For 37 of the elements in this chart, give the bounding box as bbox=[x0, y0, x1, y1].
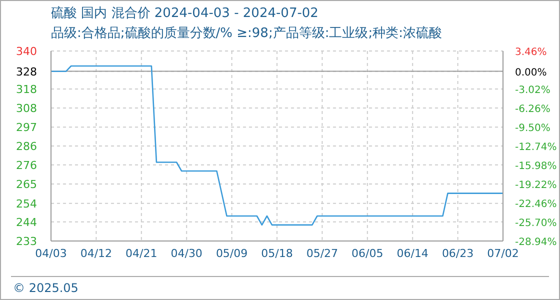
y2-tick-label: -19.22% bbox=[515, 180, 557, 191]
text: © 2025.05 bbox=[13, 281, 78, 295]
x-tick-label: 04/21 bbox=[126, 246, 158, 260]
y2-tick-label: -15.98% bbox=[515, 161, 557, 172]
y-tick-label: 328 bbox=[16, 65, 37, 78]
x-tick-label: 05/09 bbox=[216, 246, 248, 260]
x-tick-label: 05/18 bbox=[261, 246, 293, 260]
y-tick-label: 318 bbox=[16, 83, 37, 96]
y2-tick-label: -12.74% bbox=[515, 142, 557, 153]
y-tick-label: 340 bbox=[16, 45, 37, 58]
y-tick-label: 265 bbox=[16, 178, 37, 192]
x-tick-label: 06/05 bbox=[352, 246, 384, 260]
y2-tick-label: -6.26% bbox=[515, 104, 550, 115]
x-tick-label: 05/27 bbox=[306, 246, 338, 260]
x-tick-label: 06/14 bbox=[396, 246, 428, 260]
y2-tick-label: -3.02% bbox=[515, 85, 550, 96]
y-tick-label: 297 bbox=[16, 121, 37, 134]
x-tick-label: 06/23 bbox=[442, 246, 474, 260]
x-tick-label: 04/12 bbox=[80, 246, 112, 260]
y2-tick-label: -28.94% bbox=[515, 237, 557, 248]
line-series bbox=[51, 65, 503, 226]
y-tick-label: 233 bbox=[16, 235, 37, 248]
y-tick-label: 308 bbox=[16, 102, 37, 115]
chart-title: 硫酸 国内 混合价 2024-04-03 - 2024-07-02 bbox=[51, 5, 318, 22]
chart-subtitle: 品级:合格品;硫酸的质量分数/% ≥:98;产品等级:工业级;种类:浓硫酸 bbox=[51, 25, 442, 42]
y2-tick-label: -25.70% bbox=[515, 218, 557, 229]
y-tick-label: 244 bbox=[16, 216, 37, 229]
y2-tick-label: 3.46% bbox=[515, 47, 547, 58]
y-tick-label: 254 bbox=[16, 197, 37, 210]
y2-tick-label: -9.50% bbox=[515, 123, 550, 134]
y2-tick-label: 0.00% bbox=[515, 67, 547, 78]
x-tick-label: 07/02 bbox=[487, 246, 519, 260]
y-tick-label: 276 bbox=[16, 158, 37, 172]
x-tick-label: 04/30 bbox=[170, 246, 202, 260]
y-tick-label: 286 bbox=[16, 140, 37, 153]
x-tick-label: 04/03 bbox=[35, 246, 67, 260]
y2-tick-label: -22.46% bbox=[515, 199, 557, 210]
